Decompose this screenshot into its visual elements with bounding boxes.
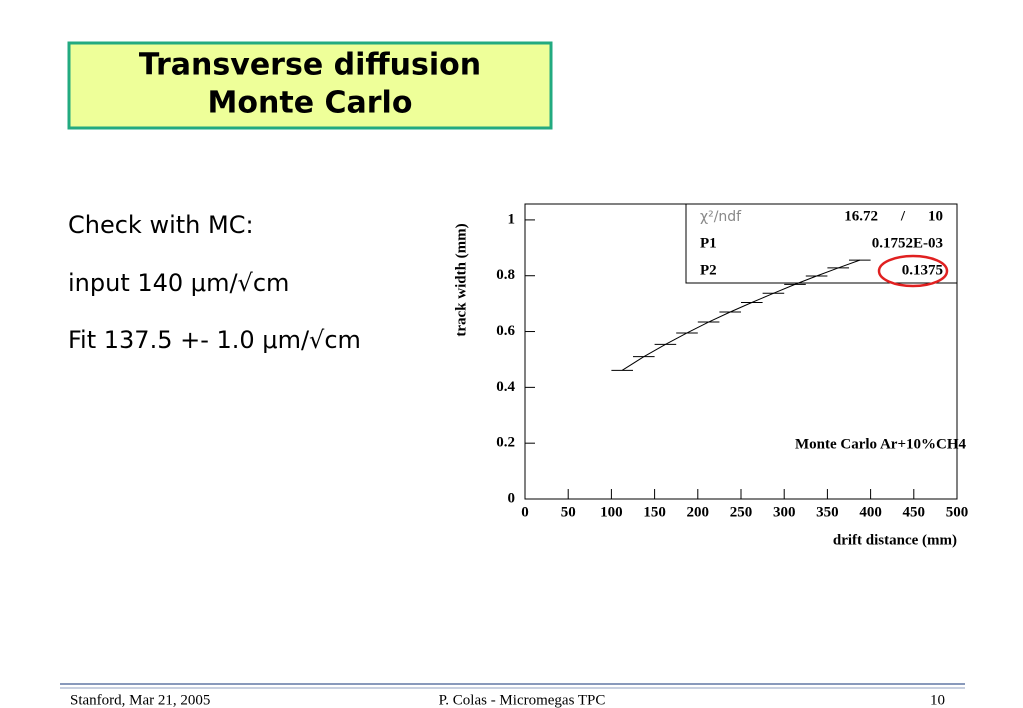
y-tick-label: 0.2 <box>496 435 515 451</box>
body-text: Fit 137.5 +- 1.0 μm/√cm <box>68 326 361 354</box>
y-tick-label: 0.8 <box>496 267 515 283</box>
stats-value: 16.72 <box>844 208 878 224</box>
x-tick-label: 100 <box>600 504 623 520</box>
x-tick-label: 250 <box>730 504 753 520</box>
x-tick-label: 400 <box>859 504 882 520</box>
title-line: Monte Carlo <box>208 86 413 121</box>
stats-value: 0.1375 <box>902 262 943 278</box>
y-tick-label: 0 <box>508 490 516 506</box>
body-text: input 140 μm/√cm <box>68 269 289 297</box>
x-axis-label: drift distance (mm) <box>833 532 957 548</box>
stats-value: 0.1752E-03 <box>872 235 943 251</box>
y-axis-label: track width (mm) <box>453 223 469 336</box>
x-tick-label: 350 <box>816 504 839 520</box>
footer-text: 10 <box>930 692 945 708</box>
stats-label: P1 <box>700 235 717 251</box>
x-tick-label: 450 <box>903 504 926 520</box>
y-tick-label: 1 <box>508 211 516 227</box>
title-line: Transverse diffusion <box>139 48 481 83</box>
x-tick-label: 300 <box>773 504 796 520</box>
highlight-ellipse <box>877 254 949 288</box>
stats-label: χ²/ndf <box>700 209 742 225</box>
fit-line <box>621 259 860 371</box>
footer-text: Stanford, Mar 21, 2005 <box>70 692 210 708</box>
stats-value: / <box>900 208 906 224</box>
x-tick-label: 150 <box>643 504 666 520</box>
stats-box <box>685 203 958 284</box>
stats-label: P2 <box>700 262 717 278</box>
y-tick-label: 0.4 <box>496 379 515 395</box>
x-tick-label: 500 <box>946 504 969 520</box>
stats-value: 10 <box>928 208 943 224</box>
y-tick-label: 0.6 <box>496 323 515 339</box>
title-box <box>67 41 553 130</box>
x-tick-label: 50 <box>561 504 576 520</box>
x-tick-label: 0 <box>521 504 529 520</box>
body-text: Check with MC: <box>68 211 254 239</box>
annotation: Monte Carlo Ar+10%CH4 <box>795 436 967 452</box>
x-tick-label: 200 <box>687 504 710 520</box>
footer-text: P. Colas - Micromegas TPC <box>439 692 606 708</box>
